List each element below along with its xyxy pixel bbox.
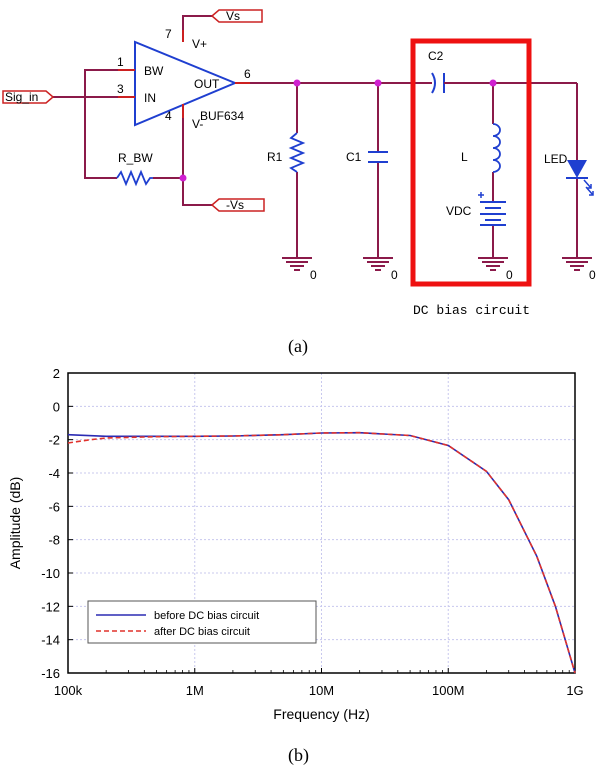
c2-label: C2: [428, 49, 444, 63]
junction-dots: [179, 79, 497, 182]
x-tick-label: 10M: [309, 683, 334, 698]
chart-series: [67, 431, 576, 674]
pin-in-label: IN: [144, 91, 156, 105]
ground-icon: [363, 257, 393, 271]
pin-bw-label: BW: [144, 64, 164, 78]
port-sig-in: Sig_in: [2, 90, 55, 104]
chart-ticks: 2 0 -2 -4 -6 -8 -10 -12 -14 -16 100k 1M 10M 100M 1G: [41, 366, 583, 698]
chart-grid: [67, 372, 576, 674]
caption-b: (b): [288, 745, 309, 766]
x-axis-title: Frequency (Hz): [273, 706, 369, 722]
ground-label: 0: [391, 268, 398, 282]
x-tick-label: 100M: [432, 683, 465, 698]
dc-bias-box: [410, 38, 532, 287]
wires: [53, 15, 578, 258]
inductor-l: L: [461, 123, 501, 173]
ground-icon: [478, 257, 508, 271]
port-vs-pos-label: Vs: [226, 9, 240, 23]
r-bw-label: R_BW: [118, 151, 153, 165]
opamp-buf634: BW IN OUT V+ V- BUF634 1 3 7 4 6: [117, 27, 251, 131]
port-sig-in-label: Sig_in: [5, 90, 38, 104]
pin-num-7: 7: [165, 27, 172, 41]
chart-legend: before DC bias circuit after DC bias circ…: [87, 600, 317, 644]
x-tick-label: 100k: [54, 683, 83, 698]
y-tick-label: -6: [48, 499, 60, 514]
led: LED: [544, 152, 594, 196]
circuit-schematic: BW IN OUT V+ V- BUF634 1 3 7 4 6 Vs -Vs …: [2, 9, 596, 357]
pin-vminus-label: V-: [192, 117, 203, 131]
legend-box: [87, 600, 317, 644]
capacitor-c2: C2: [428, 49, 450, 94]
port-vs-neg: -Vs: [210, 198, 265, 212]
series-line-1: [67, 431, 576, 674]
opamp-name: BUF634: [200, 109, 244, 123]
resistor-r-bw: R_BW: [116, 151, 153, 187]
y-tick-label: 2: [53, 366, 60, 381]
ground-labels: 0 0 0 0: [310, 268, 596, 282]
pin-out-label: OUT: [194, 77, 220, 91]
r1-label: R1: [267, 150, 283, 164]
y-tick-label: -8: [48, 533, 60, 548]
port-vs-pos: Vs: [210, 9, 263, 23]
plot-frame: [67, 372, 576, 674]
legend-label-2: after DC bias circuit: [154, 626, 250, 638]
ground-icon: [562, 257, 592, 271]
y-tick-label: 0: [53, 399, 60, 414]
ground-label: 0: [589, 268, 596, 282]
x-tick-label: 1G: [566, 683, 583, 698]
capacitor-c1: C1: [346, 150, 388, 164]
c1-label: C1: [346, 150, 362, 164]
x-tick-label: 1M: [186, 683, 204, 698]
l-label: L: [461, 150, 468, 164]
pin-num-3: 3: [117, 82, 124, 96]
dc-bias-label: DC bias circuit: [413, 303, 530, 318]
pin-num-4: 4: [165, 109, 172, 123]
resistor-r1: R1: [267, 132, 306, 173]
vdc-label: VDC: [446, 204, 472, 218]
pin-num-1: 1: [117, 55, 124, 69]
led-label: LED: [544, 152, 568, 166]
y-tick-label: -4: [48, 466, 60, 481]
pin-num-6: 6: [244, 67, 251, 81]
y-tick-label: -10: [41, 566, 60, 581]
caption-a: (a): [288, 336, 308, 357]
y-tick-label: -16: [41, 666, 60, 681]
port-vs-neg-label: -Vs: [226, 198, 244, 212]
legend-label-1: before DC bias circuit: [154, 610, 259, 622]
pin-vplus-label: V+: [192, 37, 207, 51]
y-tick-label: -14: [41, 633, 60, 648]
ground-label: 0: [506, 268, 513, 282]
ground-symbols: [282, 257, 592, 271]
y-tick-label: -2: [48, 433, 60, 448]
vdc-source: VDC: [446, 192, 506, 226]
ground-label: 0: [310, 268, 317, 282]
ground-icon: [282, 257, 312, 271]
series-line-2: [67, 431, 576, 674]
y-axis-title: Amplitude (dB): [7, 477, 23, 570]
y-tick-label: -12: [41, 599, 60, 614]
